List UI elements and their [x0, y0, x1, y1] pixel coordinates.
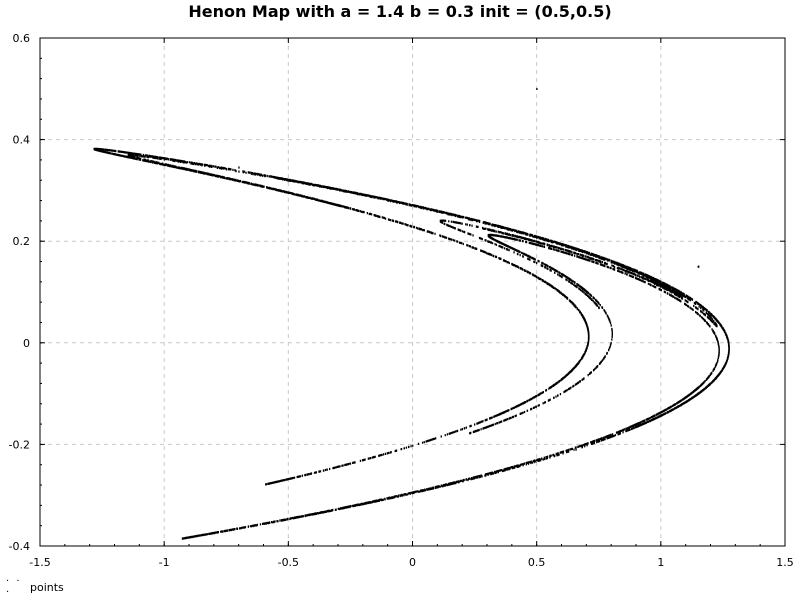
legend-label: points	[30, 580, 64, 594]
x-tick-label: 0.5	[528, 556, 546, 569]
y-tick-label: 0.2	[13, 235, 31, 248]
x-tick-label: 0	[409, 556, 416, 569]
points-series	[93, 88, 730, 540]
x-tick-label: 1	[657, 556, 664, 569]
y-tick-label: -0.2	[9, 438, 30, 451]
x-tick-label: -1	[159, 556, 170, 569]
y-tick-label: 0	[23, 337, 30, 350]
x-tick-label: -1.5	[29, 556, 50, 569]
y-tick-label: -0.4	[9, 540, 30, 553]
y-tick-label: 0.4	[13, 134, 31, 147]
attractor-points	[93, 147, 730, 540]
x-tick-label: 1.5	[776, 556, 794, 569]
x-tick-label: -0.5	[278, 556, 299, 569]
data-point	[536, 88, 538, 90]
legend: · · · points	[6, 576, 64, 598]
tick-labels: -1.5 -1 -0.5 0 0.5 1 1.5 -0.4 -0.2 0 0.2 0.4 0.6	[9, 32, 794, 569]
axis-ticks	[39, 37, 786, 547]
chart-title: Henon Map with a = 1.4 b = 0.3 init = (0…	[188, 2, 612, 21]
data-point	[697, 266, 700, 268]
y-tick-label: 0.6	[13, 32, 31, 45]
legend-marker: · · ·	[6, 576, 22, 598]
